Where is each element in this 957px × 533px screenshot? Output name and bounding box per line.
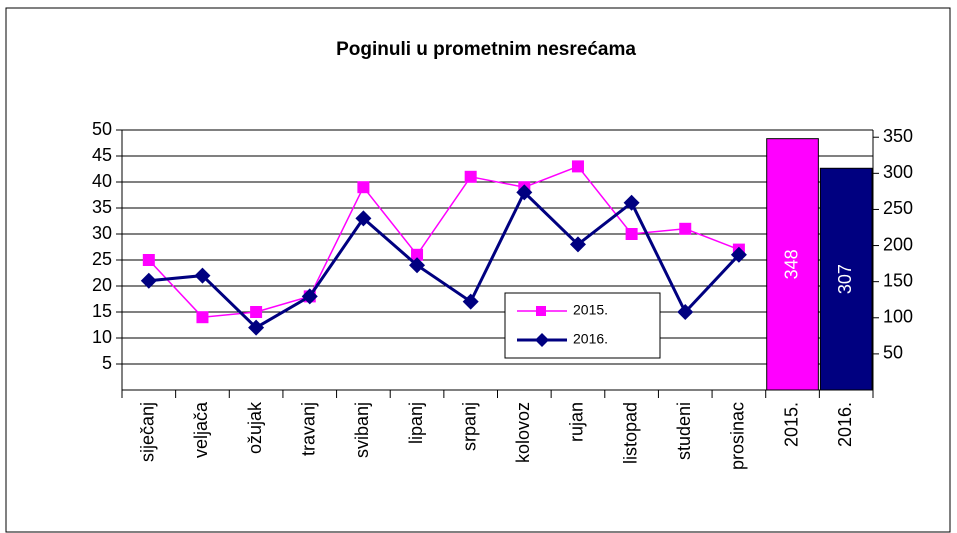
legend-label: 2015.: [573, 302, 608, 318]
y2-tick-label: 150: [883, 270, 913, 290]
x-tick-label: ožujak: [245, 401, 265, 454]
marker: [142, 254, 155, 266]
x-tick-label: siječanj: [138, 402, 158, 462]
line: [148, 165, 740, 318]
x-tick-label: 2015.: [781, 402, 801, 447]
y-tick-label: 35: [92, 197, 112, 217]
marker: [196, 311, 209, 324]
y-tick-label: 50: [92, 119, 112, 139]
marker: [355, 210, 372, 227]
marker: [357, 181, 370, 194]
line: [148, 189, 740, 330]
y-tick-label: 10: [92, 327, 112, 347]
y-tick-label: 30: [92, 223, 112, 243]
marker: [730, 246, 747, 263]
marker: [301, 288, 318, 305]
marker: [248, 319, 265, 336]
x-tick-label: rujan: [567, 402, 587, 442]
y2-tick-label: 350: [883, 126, 913, 146]
marker: [250, 306, 263, 318]
chart-title: Poginuli u prometnim nesrećama: [336, 39, 636, 60]
x-tick-label: svibanj: [352, 402, 372, 458]
y-tick-label: 25: [92, 249, 112, 269]
marker: [677, 304, 694, 320]
marker: [625, 228, 638, 240]
marker: [571, 160, 584, 173]
y2-tick-label: 50: [883, 343, 903, 363]
bar: [819, 167, 873, 391]
marker: [569, 236, 586, 253]
y2-tick-label: 250: [883, 198, 913, 218]
legend-marker: [535, 333, 549, 347]
x-tick-label: studeni: [674, 402, 694, 460]
y-tick-label: 45: [92, 145, 112, 165]
y2-tick-label: 200: [883, 234, 913, 254]
x-tick-label: 2016.: [835, 402, 855, 447]
y2-tick-label: 300: [883, 162, 913, 182]
bar-value-label: 307: [835, 264, 855, 294]
x-tick-label: travanj: [299, 402, 319, 456]
y-tick-label: 40: [92, 171, 112, 191]
y2-tick-label: 100: [883, 307, 913, 327]
marker: [679, 222, 692, 235]
x-tick-label: veljača: [191, 401, 211, 458]
marker: [464, 170, 477, 183]
x-tick-label: lipanj: [406, 402, 426, 444]
y-tick-label: 5: [102, 353, 112, 373]
x-tick-label: listopad: [620, 402, 640, 464]
legend-marker: [536, 306, 546, 316]
marker: [140, 272, 157, 289]
marker: [194, 267, 211, 284]
y-tick-label: 20: [92, 275, 112, 295]
bar: [766, 138, 819, 391]
bar-value-label: 348: [781, 249, 801, 279]
marker: [516, 184, 533, 201]
marker: [623, 194, 640, 211]
x-tick-label: kolovoz: [513, 402, 533, 463]
x-tick-label: srpanj: [459, 402, 479, 451]
y-tick-label: 15: [92, 301, 112, 321]
marker: [409, 257, 426, 274]
legend-box: [504, 292, 661, 359]
marker: [462, 293, 479, 310]
legend-label: 2016.: [573, 331, 608, 347]
x-tick-label: prosinac: [728, 402, 748, 470]
marker: [411, 248, 424, 261]
